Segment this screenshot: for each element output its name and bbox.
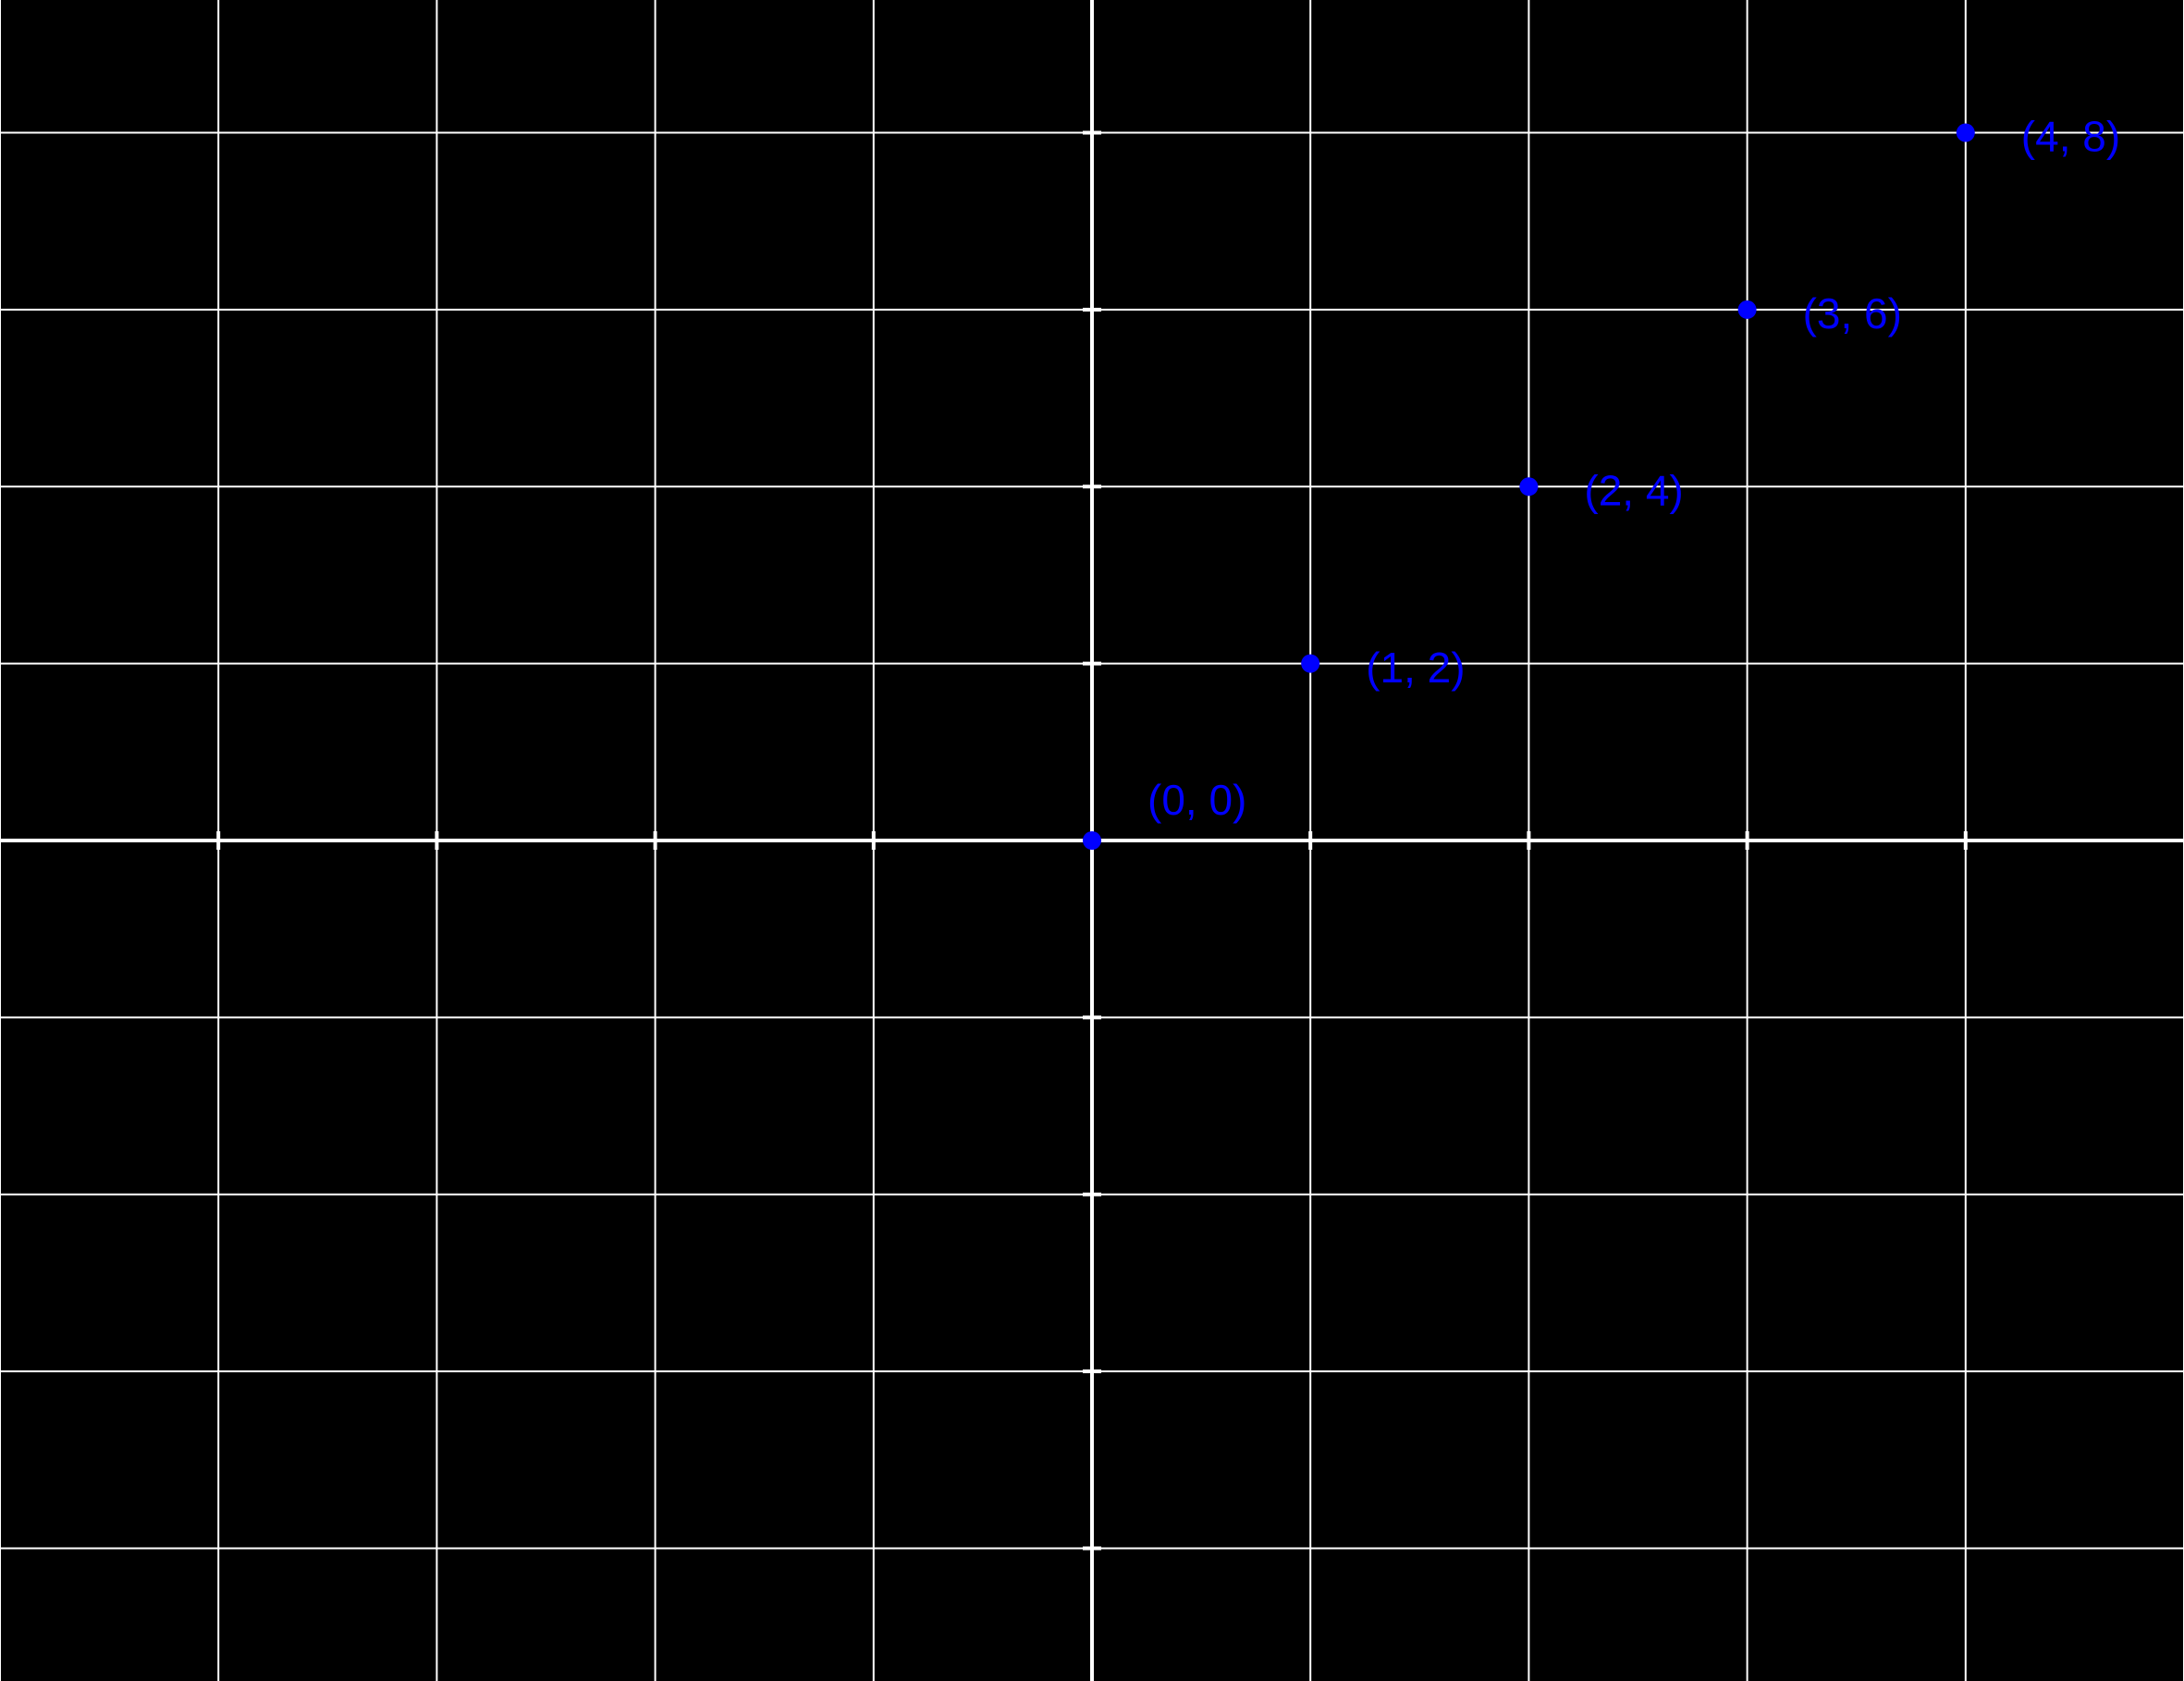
coordinate-plane-chart: (0, 0) (1, 2) (2, 4) (3, 6) (4, 8) <box>0 0 2184 1681</box>
data-point-label: (4, 8) <box>2021 113 2120 161</box>
data-point-label: (1, 2) <box>1366 644 1465 692</box>
data-point <box>1957 124 1975 142</box>
chart-svg: (0, 0) (1, 2) (2, 4) (3, 6) (4, 8) <box>0 0 2184 1681</box>
data-point <box>1083 831 1101 850</box>
data-point <box>1519 477 1538 496</box>
data-point-label: (3, 6) <box>1803 289 1902 337</box>
data-point <box>1738 301 1757 319</box>
data-point-label: (2, 4) <box>1584 466 1683 514</box>
data-point-label: (0, 0) <box>1147 776 1246 824</box>
data-point <box>1301 655 1319 673</box>
